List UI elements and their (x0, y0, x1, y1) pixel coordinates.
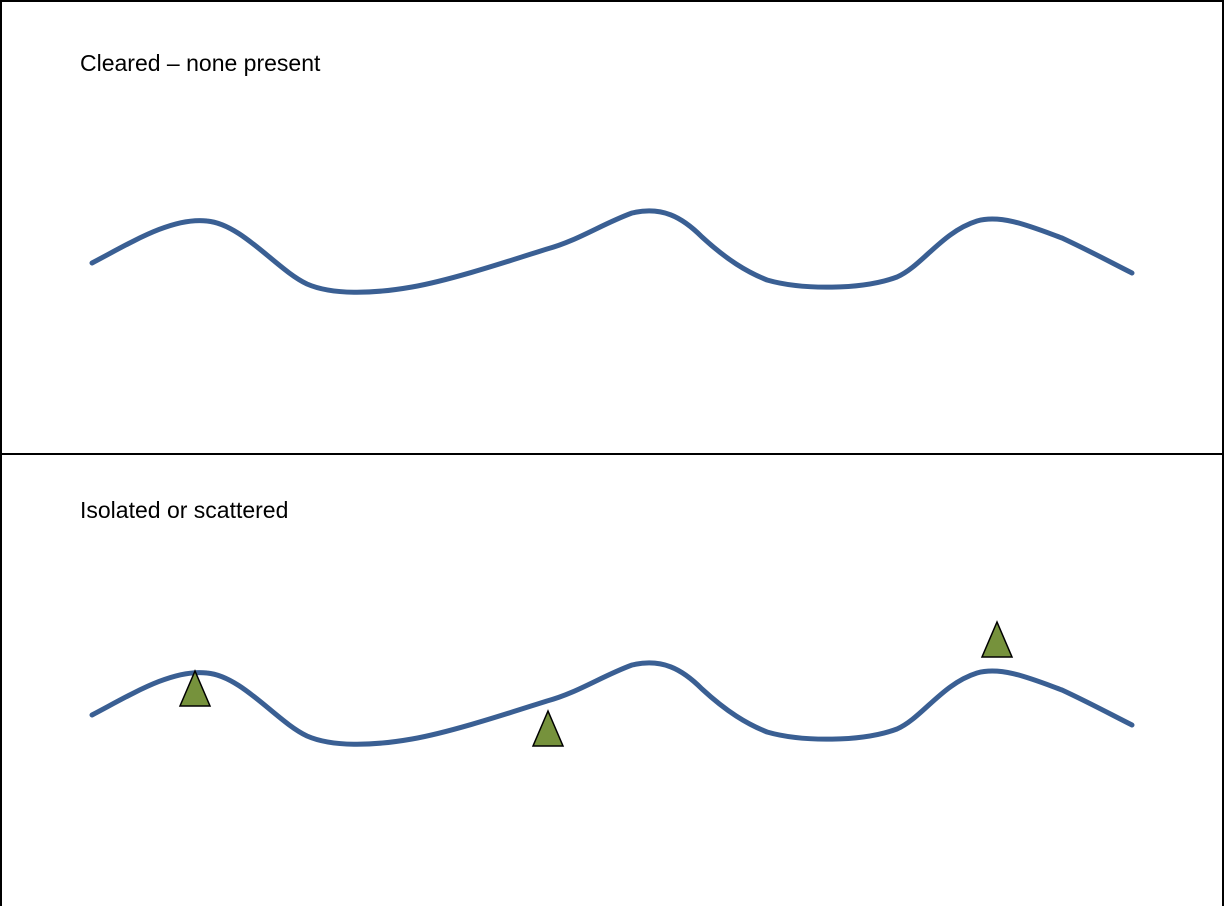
river-line (89, 208, 1135, 295)
tree-marker (980, 620, 1014, 658)
panel-label: Cleared – none present (80, 50, 321, 76)
panel-cleared: Cleared – none present (2, 2, 1224, 455)
panel-cleared-drawing (89, 208, 1135, 295)
panel-label: Isolated or scattered (80, 497, 289, 523)
tree-marker (178, 669, 212, 707)
panel-isolated-scattered: Isolated or scattered (2, 455, 1224, 908)
river-line (89, 660, 1135, 747)
tree-marker (531, 709, 565, 747)
panel-isolated-drawing (89, 620, 1135, 747)
